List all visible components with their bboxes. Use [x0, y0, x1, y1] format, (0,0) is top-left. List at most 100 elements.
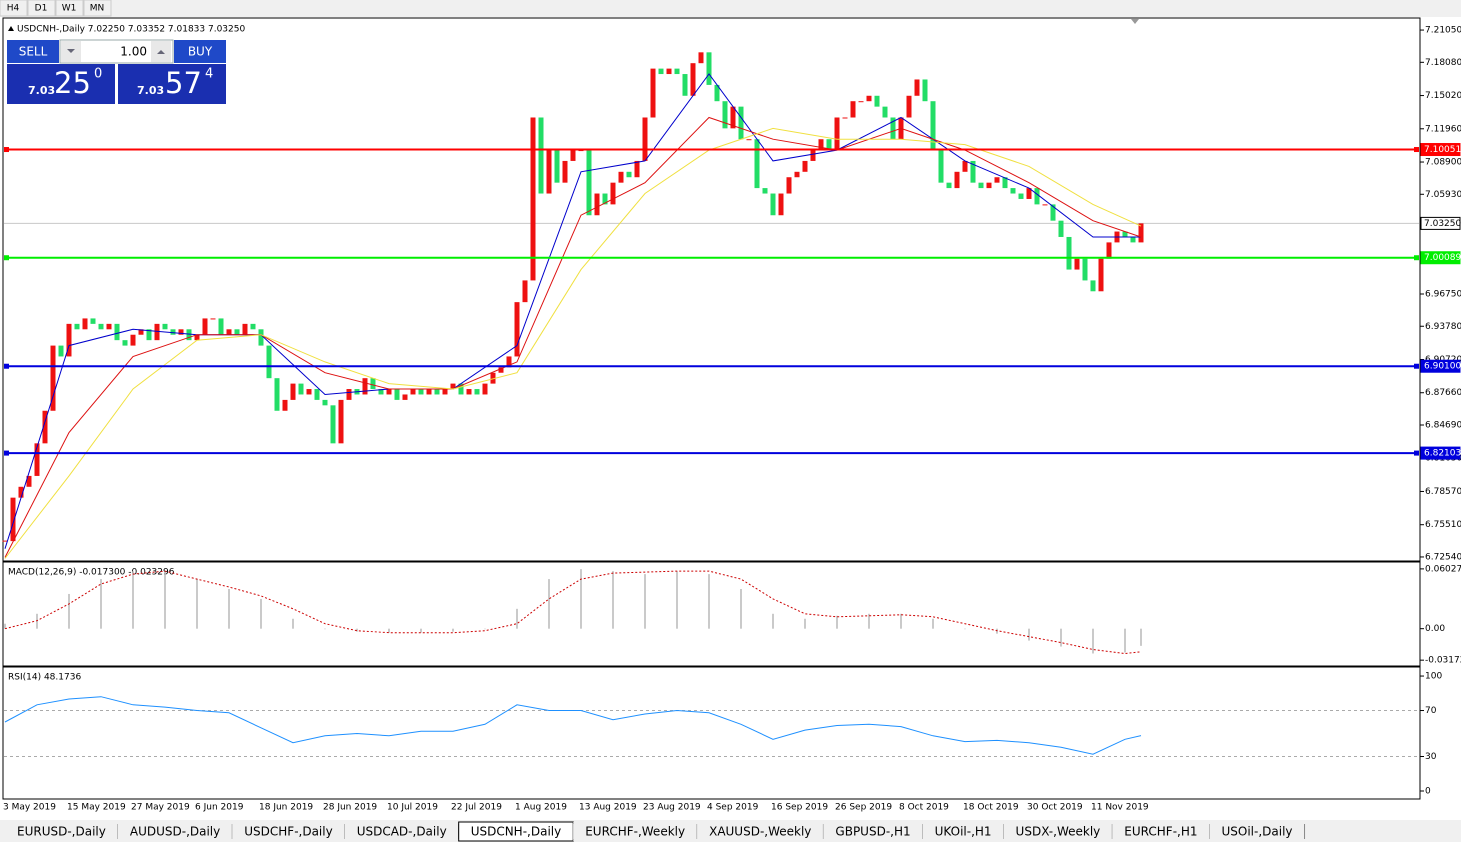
x-tick-label: 1 Aug 2019: [515, 803, 567, 813]
candle: [170, 329, 176, 335]
candle: [274, 378, 280, 411]
candle: [290, 383, 296, 400]
candle: [378, 389, 384, 395]
line-handle[interactable]: [1414, 255, 1419, 261]
bid-base: 7.03: [28, 84, 55, 97]
line-handle[interactable]: [1414, 450, 1419, 456]
candle: [834, 117, 840, 151]
lot-field[interactable]: [59, 39, 174, 64]
tab[interactable]: [1112, 822, 1210, 841]
candle: [570, 150, 576, 161]
candle: [210, 318, 216, 320]
y-tick-label: 6.87660: [1425, 388, 1461, 398]
candle: [242, 323, 248, 335]
line-handle[interactable]: [1414, 363, 1419, 369]
candle: [434, 389, 440, 395]
y-tick-label: 0.00: [1425, 624, 1445, 634]
candle: [74, 323, 80, 330]
candle: [346, 389, 352, 400]
timeframe-button[interactable]: [55, 0, 84, 17]
tab[interactable]: [573, 822, 698, 841]
tab-label: EURCHF-,Weekly: [585, 825, 685, 839]
candle: [450, 383, 456, 390]
candle: [602, 193, 608, 205]
candle: [754, 139, 760, 189]
bid-box[interactable]: [7, 64, 115, 104]
ask-box[interactable]: [118, 64, 226, 104]
lot-value: 1.00: [120, 45, 147, 59]
macd-bar: [932, 618, 934, 629]
candle: [682, 74, 688, 96]
timeframe-button[interactable]: [83, 0, 112, 17]
macd-bar: [772, 613, 774, 629]
macd-bar: [260, 598, 262, 629]
line-handle[interactable]: [4, 363, 9, 369]
macd-bar: [1140, 628, 1142, 646]
macd-bar: [1124, 628, 1126, 653]
candle: [258, 329, 264, 346]
buy-button[interactable]: [174, 40, 226, 63]
candle: [466, 389, 472, 395]
price-tag-label: 6.82103: [1424, 449, 1461, 459]
timeframe-label: D1: [35, 4, 48, 14]
y-tick-label: 7.05930: [1425, 190, 1461, 200]
tab[interactable]: [1003, 822, 1113, 841]
candle: [146, 329, 152, 341]
tab[interactable]: [697, 822, 824, 841]
moving-average: [4, 127, 1142, 559]
candle: [330, 405, 336, 444]
tab[interactable]: [922, 822, 1004, 841]
tab[interactable]: [232, 822, 345, 841]
x-tick-label: 4 Sep 2019: [707, 803, 759, 813]
candle: [202, 318, 208, 335]
candle: [802, 160, 808, 172]
tab[interactable]: [1209, 822, 1305, 841]
tab[interactable]: [5, 822, 118, 841]
candle: [522, 280, 528, 303]
candle: [1002, 177, 1008, 189]
candle: [594, 193, 600, 216]
candle: [762, 188, 768, 194]
timeframe-button[interactable]: [27, 0, 56, 17]
candle: [938, 150, 944, 183]
price-tag-label: 7.00089: [1424, 253, 1461, 263]
candle: [1090, 280, 1096, 292]
ask-frac: 4: [205, 67, 213, 82]
tab[interactable]: [344, 822, 459, 841]
macd-bar: [516, 608, 518, 629]
tab[interactable]: [117, 822, 233, 841]
candle: [546, 150, 552, 194]
tab[interactable]: [823, 822, 923, 841]
candle: [218, 318, 224, 335]
macd-bar: [100, 579, 102, 629]
candle: [226, 329, 232, 335]
ask-big: 57: [165, 66, 202, 100]
macd-bar: [548, 579, 550, 629]
tab-label: USDX-,Weekly: [1016, 825, 1101, 839]
y-tick-label: 30: [1425, 752, 1437, 762]
price-tag-label: 6.90100: [1424, 362, 1461, 372]
candle: [794, 171, 800, 178]
candle: [410, 389, 416, 395]
candle: [970, 160, 976, 183]
y-tick-label: 0: [1425, 786, 1431, 796]
candle: [842, 117, 848, 119]
line-handle[interactable]: [4, 255, 9, 261]
candle: [770, 193, 776, 216]
macd-bar: [228, 588, 230, 629]
x-tick-label: 6 Jun 2019: [195, 803, 244, 813]
y-tick-label: 70: [1425, 706, 1437, 716]
candle: [538, 117, 544, 194]
timeframe-button[interactable]: [0, 0, 28, 17]
line-handle[interactable]: [1414, 147, 1419, 153]
macd-bar: [900, 613, 902, 629]
candle: [282, 399, 288, 411]
candle: [234, 329, 240, 335]
sell-button[interactable]: [7, 40, 59, 63]
candle: [610, 182, 616, 205]
line-handle[interactable]: [4, 147, 9, 153]
candle: [1074, 258, 1080, 270]
buy-label: BUY: [188, 45, 213, 59]
line-handle[interactable]: [4, 450, 9, 456]
